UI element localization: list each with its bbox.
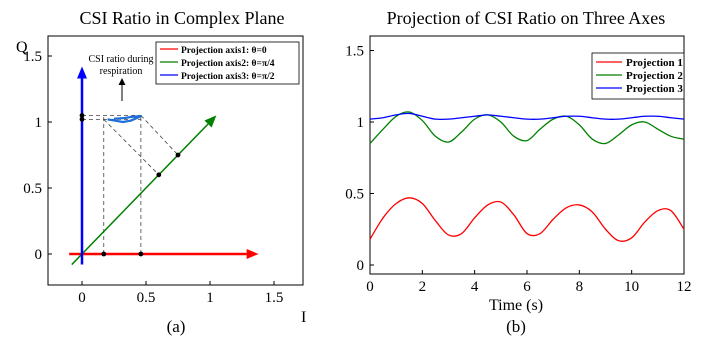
x-tick-label: 8	[576, 279, 584, 295]
projection-guide-line	[103, 119, 160, 176]
panel-a-xlabel: I	[301, 309, 306, 326]
annotation-arrowhead	[118, 78, 126, 85]
panel-a-projection-points	[79, 113, 181, 257]
projection-axis-2-line	[71, 123, 209, 266]
x-tick-label: 2	[419, 279, 427, 295]
y-tick-label: 1.5	[345, 44, 364, 60]
x-tick-label: 10	[624, 279, 639, 295]
annotation-line-2: respiration	[100, 66, 143, 77]
panel-a-caption: (a)	[167, 317, 186, 336]
x-tick-label: 6	[523, 279, 531, 295]
y-tick-label: 1	[357, 115, 365, 131]
csi-ratio-trajectory	[107, 114, 142, 124]
y-tick-label: 1.5	[23, 49, 42, 65]
x-tick-label: 12	[677, 279, 692, 295]
projection-axis-1-arrowhead	[246, 249, 259, 259]
panel-b-series	[369, 111, 685, 242]
series-line-projection-2	[369, 111, 685, 145]
projection-guide-line	[140, 115, 179, 156]
legend-label-1: Projection 1	[626, 57, 683, 69]
panel-a-csi-trajectory	[107, 114, 142, 124]
y-tick-label: 0.5	[23, 181, 42, 197]
panel-b: Projection of CSI Ratio on Three Axes Ti…	[345, 8, 691, 336]
projection-point	[175, 152, 181, 158]
panel-a-projection-axes	[69, 66, 259, 266]
series-line-projection-3	[369, 112, 685, 121]
panel-b-caption: (b)	[506, 317, 526, 336]
panel-a-yticks: 0 0.5 1 1.5	[23, 49, 52, 263]
panel-a-ylabel: Q	[16, 39, 28, 56]
panel-a-frame	[47, 35, 304, 286]
legend-label-1: Projection axis1: θ=0	[181, 46, 267, 56]
legend-box	[591, 52, 685, 100]
panel-a-legend: Projection axis1: θ=0 Projection axis2: θ…	[155, 41, 300, 85]
x-tick-label: 1	[206, 290, 214, 306]
panel-a-annotation: CSI ratio during respiration	[89, 54, 154, 101]
projection-axis-2-arrowhead	[204, 115, 217, 128]
y-tick-label: 0.5	[345, 187, 364, 203]
panel-b-xlabel: Time (s)	[489, 297, 543, 314]
y-tick-label: 0	[35, 247, 43, 263]
panel-a-title: CSI Ratio in Complex Plane	[80, 8, 285, 28]
series-line-projection-1	[369, 197, 685, 242]
x-tick-label: 4	[471, 279, 479, 295]
x-tick-label: 0.5	[137, 290, 156, 306]
annotation-line-1: CSI ratio during	[89, 54, 154, 65]
panel-a-xticks: 0 0.5 1 1.5	[78, 281, 283, 306]
x-tick-label: 0	[78, 290, 86, 306]
projection-point	[79, 116, 85, 122]
projection-point	[101, 251, 107, 257]
projection-point	[138, 251, 144, 257]
legend-box	[155, 41, 300, 85]
legend-label-3: Projection axis3: θ=π/2	[181, 72, 275, 82]
x-tick-label: 1.5	[265, 290, 284, 306]
x-tick-label: 0	[366, 279, 374, 295]
legend-label-2: Projection axis2: θ=π/4	[181, 59, 275, 69]
panel-a-projection-guides	[82, 115, 179, 254]
y-tick-label: 1	[35, 115, 43, 131]
panel-a: CSI Ratio in Complex Plane Q I (a) 0 0.5 1…	[16, 8, 306, 336]
projection-axis-3-arrowhead	[77, 66, 87, 79]
y-tick-label: 0	[357, 258, 365, 274]
panel-b-yticks: 0 0.5 1 1.5	[345, 44, 374, 274]
panel-b-title: Projection of CSI Ratio on Three Axes	[387, 8, 666, 28]
projection-point	[79, 113, 85, 118]
projection-point	[156, 172, 162, 178]
panel-b-xticks: 0 2 4 6 8 10 12	[366, 270, 692, 295]
legend-label-3: Projection 3	[626, 83, 683, 95]
legend-label-2: Projection 2	[626, 70, 683, 82]
